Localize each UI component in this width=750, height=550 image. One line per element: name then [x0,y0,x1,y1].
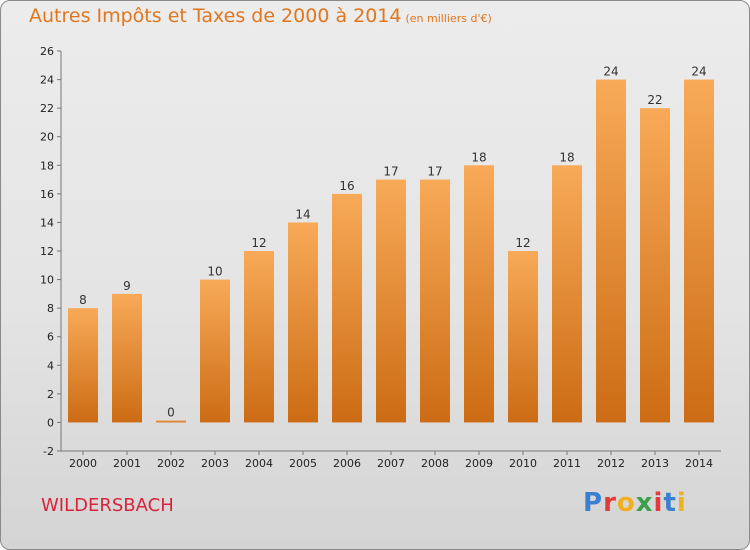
bar-2007 [376,179,406,423]
x-tick-label-2009: 2009 [465,457,493,470]
title-unit: (en milliers d'€) [405,12,492,25]
bar-2008 [420,179,450,423]
x-tick-label-2011: 2011 [553,457,581,470]
value-label-2000: 8 [79,293,87,307]
x-tick-label-2013: 2013 [641,457,669,470]
y-tick-label: 18 [40,159,54,172]
proxiti-logo[interactable]: Proxiti [583,488,687,518]
x-tick-label-2014: 2014 [685,457,713,470]
logo-letter: t [663,488,677,518]
logo-letter: r [603,488,617,518]
logo-letter: o [616,488,636,518]
x-tick-label-2003: 2003 [201,457,229,470]
commune-name: WILDERSBACH [41,495,174,516]
value-label-2013: 22 [647,93,662,107]
y-tick-label: 24 [40,74,54,87]
bar-2003 [200,279,230,423]
bar-2002 [156,420,186,423]
x-tick-label-2004: 2004 [245,457,273,470]
y-tick-label: -2 [43,445,54,458]
bar-2013 [640,108,670,423]
x-tick-label-2010: 2010 [509,457,537,470]
y-tick-label: 4 [47,359,54,372]
bar-2006 [332,193,362,423]
bar-2010 [508,251,538,423]
logo-letter: i [676,488,687,518]
x-tick-label-2001: 2001 [113,457,141,470]
bar-2005 [288,222,318,423]
bar-2004 [244,251,274,423]
title-text: Autres Impôts et Taxes de 2000 à 2014 [29,5,402,27]
y-tick-label: 26 [40,45,54,58]
x-tick-label-2008: 2008 [421,457,449,470]
value-label-2001: 9 [123,279,131,293]
y-tick-label: 12 [40,245,54,258]
value-label-2005: 14 [295,207,310,221]
value-label-2003: 10 [207,265,222,279]
y-tick-label: 2 [47,388,54,401]
value-label-2009: 18 [471,150,486,164]
value-label-2008: 17 [427,165,442,179]
y-tick-label: 22 [40,102,54,115]
y-tick-label: 0 [47,416,54,429]
value-label-2010: 12 [515,236,530,250]
plot-area: -202468101214161820222426820009200102002… [40,45,721,470]
y-tick-label: 8 [47,302,54,315]
x-tick-label-2000: 2000 [69,457,97,470]
chart-title: Autres Impôts et Taxes de 2000 à 2014 (en… [29,5,492,27]
bar-2009 [464,165,494,423]
logo-letter: P [583,488,604,518]
x-tick-label-2005: 2005 [289,457,317,470]
x-tick-label-2012: 2012 [597,457,625,470]
value-label-2011: 18 [559,150,574,164]
y-tick-label: 20 [40,131,54,144]
x-tick-label-2002: 2002 [157,457,185,470]
bar-2014 [684,79,714,423]
bar-2011 [552,165,582,423]
bar-2000 [68,308,98,423]
value-label-2012: 24 [603,65,618,79]
x-tick-label-2007: 2007 [377,457,405,470]
bar-2012 [596,79,626,423]
value-label-2014: 24 [691,65,706,79]
logo-letter: i [653,488,664,518]
value-label-2006: 16 [339,179,354,193]
y-tick-label: 10 [40,274,54,287]
y-tick-label: 6 [47,331,54,344]
y-tick-label: 14 [40,216,54,229]
x-tick-label-2006: 2006 [333,457,361,470]
value-label-2002: 0 [167,405,175,419]
y-tick-label: 16 [40,188,54,201]
value-label-2004: 12 [251,236,266,250]
bar-2001 [112,293,142,423]
value-label-2007: 17 [383,165,398,179]
logo-letter: x [635,488,654,518]
